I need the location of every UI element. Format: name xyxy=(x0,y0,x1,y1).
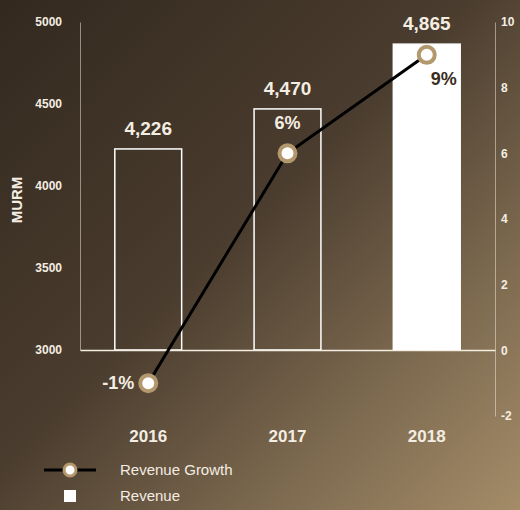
data-label: 4,865 xyxy=(403,13,451,34)
chart: 30003500400045005000-2024681020162017201… xyxy=(0,0,520,510)
tick: 4500 xyxy=(35,97,80,111)
x-axis: 2016 2017 2018 xyxy=(81,350,496,446)
tick: 4000 xyxy=(35,179,80,193)
data-labels: 4,226 4,470 4,865 -1% 6% 9% xyxy=(102,13,457,393)
axis-line xyxy=(495,23,496,417)
axis-title: MURM xyxy=(8,177,25,224)
tick: 2 xyxy=(495,278,508,292)
tick-label: 0 xyxy=(501,344,508,358)
tick: 10 xyxy=(495,15,515,29)
tick: 4 xyxy=(495,212,508,226)
marker xyxy=(280,145,296,161)
tick-label: -2 xyxy=(501,409,512,423)
tick-label: 4000 xyxy=(35,179,62,193)
data-label: 4,470 xyxy=(264,78,312,99)
tick-label: 4500 xyxy=(35,97,62,111)
tick: 5000 xyxy=(35,15,80,29)
legend-item: Revenue Growth xyxy=(44,461,233,478)
legend-marker xyxy=(64,464,76,476)
legend-item: Revenue xyxy=(64,487,180,504)
tick: 2017 xyxy=(269,350,307,446)
tick: 2016 xyxy=(129,350,167,446)
tick-label: 10 xyxy=(501,15,515,29)
data-label: 4,226 xyxy=(124,118,172,139)
tick-label: 2 xyxy=(501,278,508,292)
data-label: 6% xyxy=(274,113,300,133)
legend-label: Revenue xyxy=(120,487,180,504)
tick-label: 2018 xyxy=(408,427,446,446)
legend-swatch xyxy=(64,490,76,502)
bar xyxy=(254,109,321,350)
tick: 0 xyxy=(495,344,508,358)
line xyxy=(148,55,427,383)
tick-label: 4 xyxy=(501,212,508,226)
tick-label: 3000 xyxy=(35,343,62,357)
data-label: 9% xyxy=(431,69,457,89)
tick-label: 3500 xyxy=(35,261,62,275)
bars xyxy=(115,44,460,350)
tick: 8 xyxy=(495,81,508,95)
line-series xyxy=(140,47,435,391)
tick-label: 5000 xyxy=(35,15,62,29)
data-label: -1% xyxy=(102,373,134,393)
bar xyxy=(115,149,182,350)
tick: 3500 xyxy=(35,261,80,275)
marker xyxy=(140,375,156,391)
tick-label: 8 xyxy=(501,81,508,95)
legend-label: Revenue Growth xyxy=(120,461,233,478)
tick: -2 xyxy=(495,409,512,423)
tick: 2018 xyxy=(408,350,446,446)
tick-label: 6 xyxy=(501,147,508,161)
bar xyxy=(393,44,460,350)
tick: 3000 xyxy=(35,343,80,357)
y2-axis: -2 0 2 4 6 8 10 xyxy=(495,15,515,423)
axis-line xyxy=(80,23,81,351)
tick-label: 2016 xyxy=(129,427,167,446)
marker xyxy=(419,47,435,63)
tick-label: 2017 xyxy=(269,427,307,446)
y-axis: 3000 3500 4000 4500 5000 xyxy=(35,15,80,357)
legend: Revenue Growth Revenue xyxy=(44,461,233,504)
tick: 6 xyxy=(495,147,508,161)
